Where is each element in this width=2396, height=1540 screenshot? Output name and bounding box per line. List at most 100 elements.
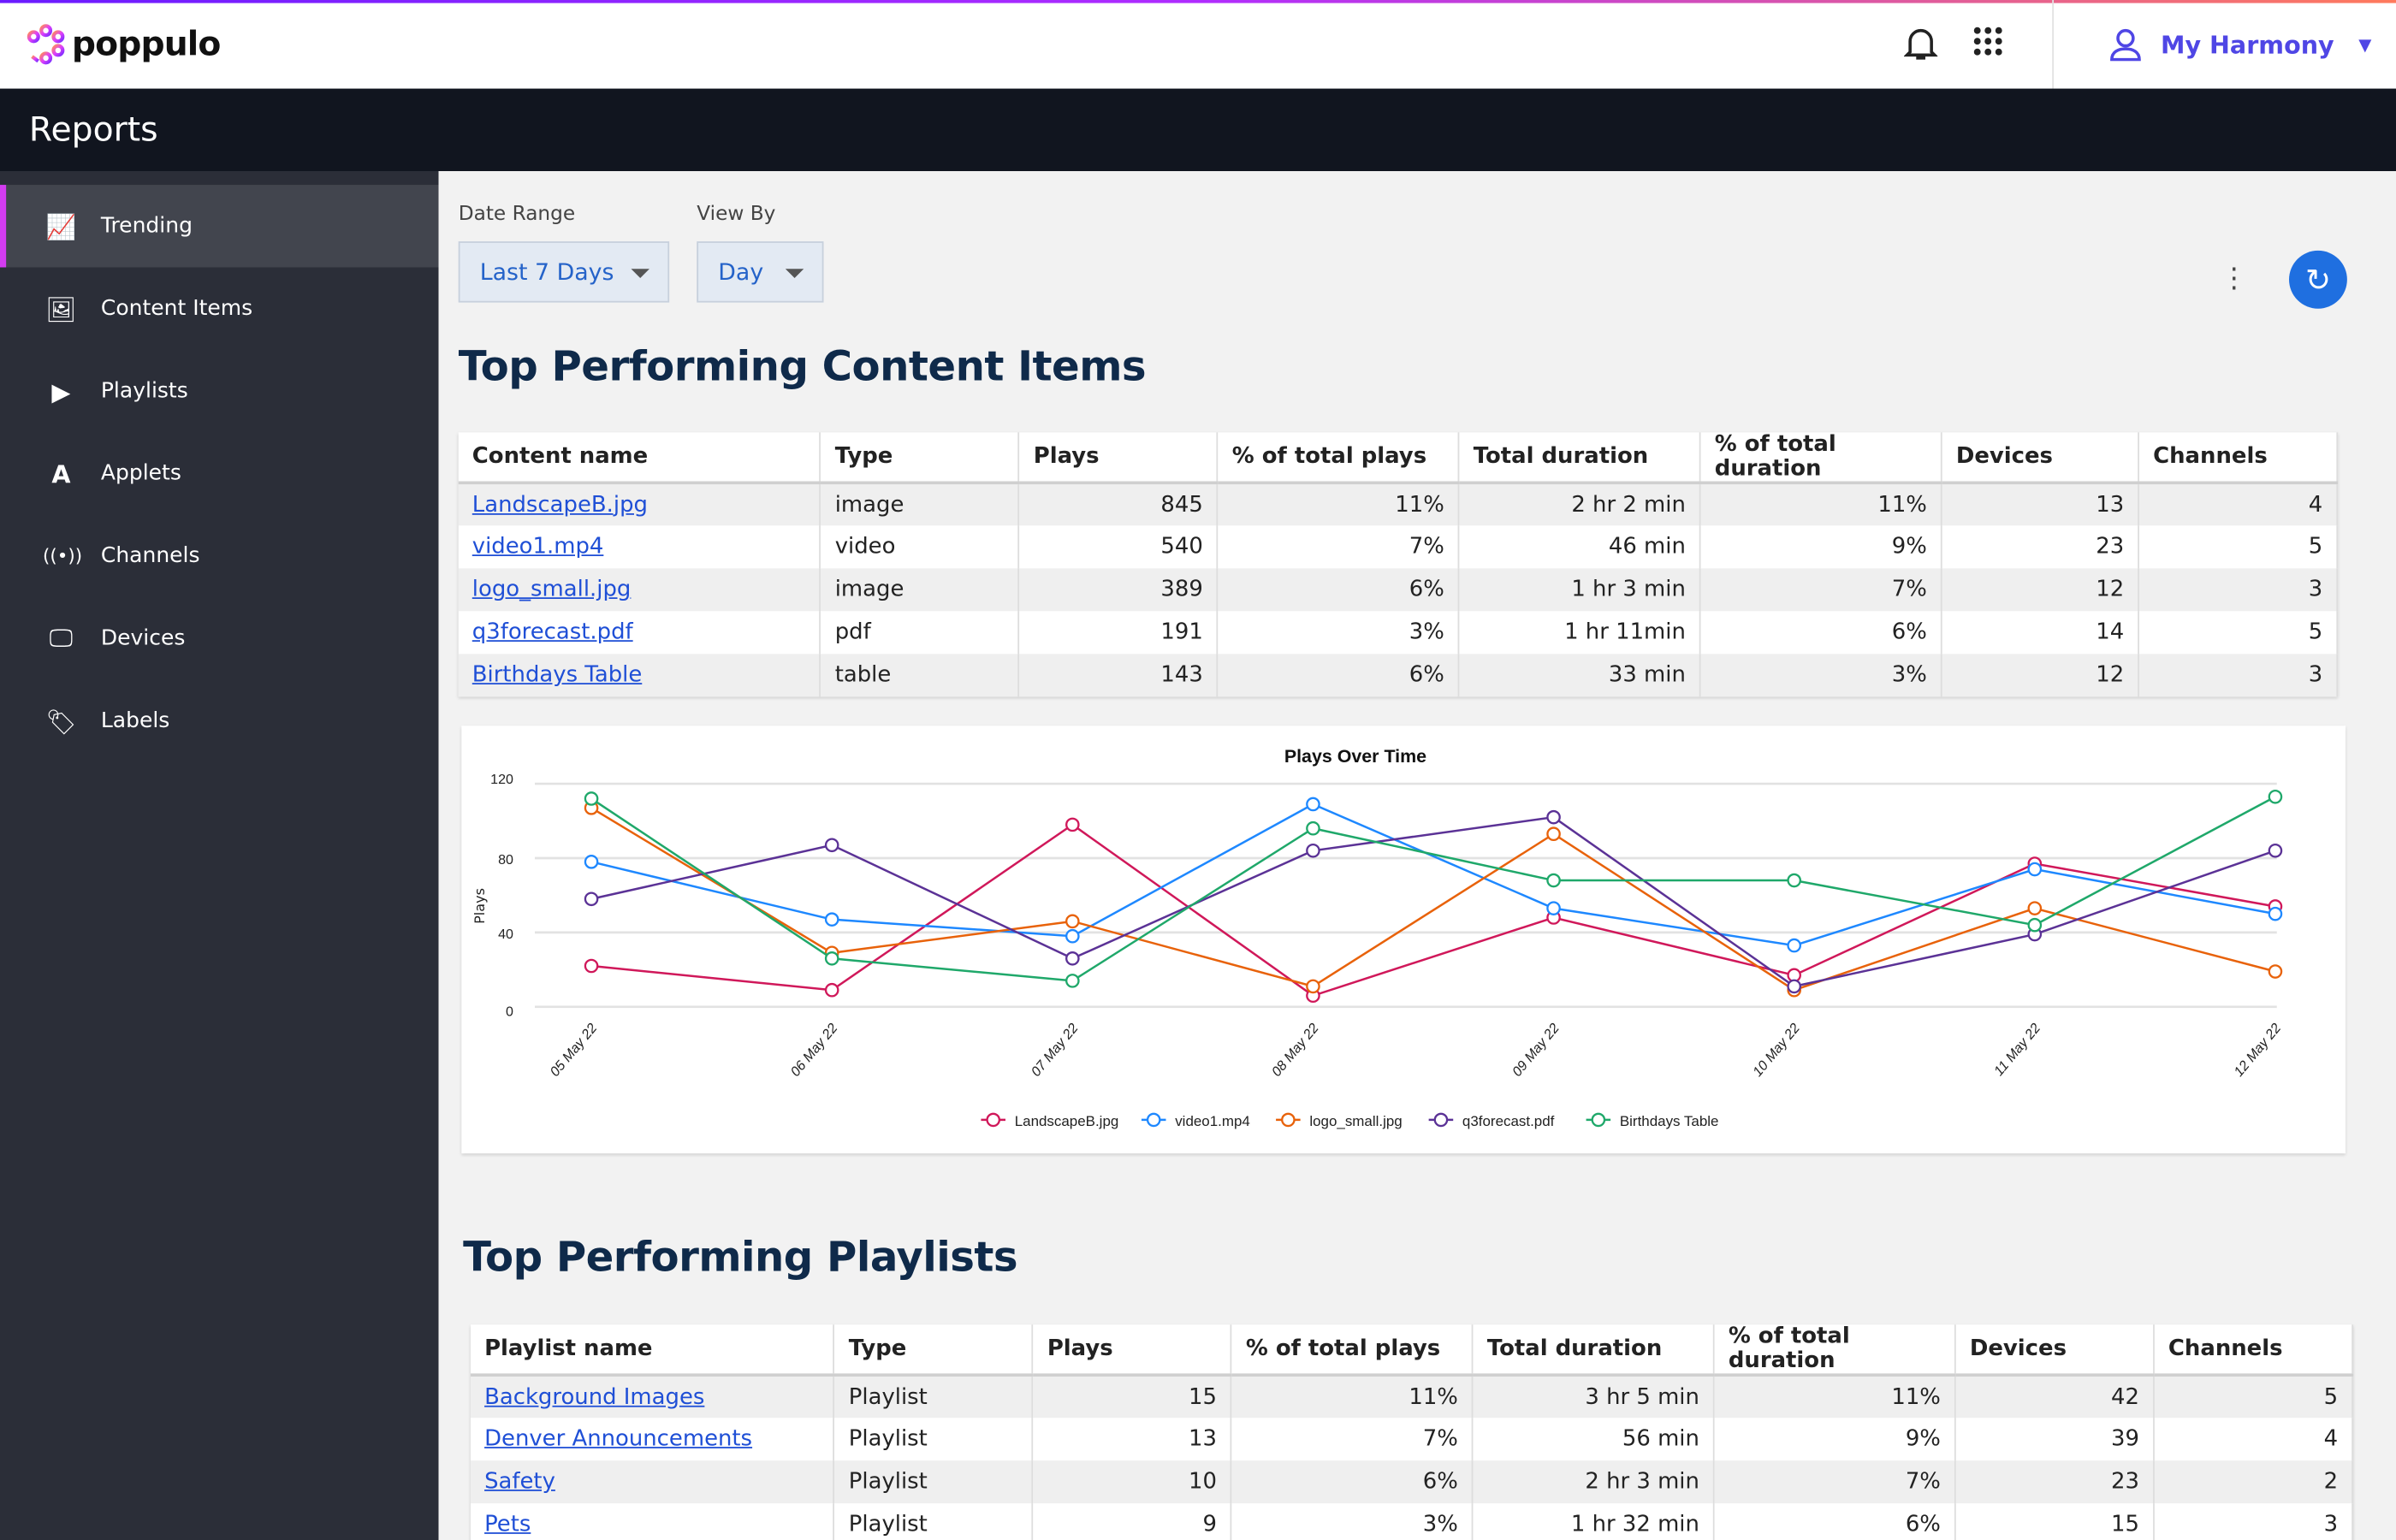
item-link[interactable]: q3forecast.pdf <box>471 620 633 645</box>
poppulo-logo[interactable]: poppulo <box>25 23 221 66</box>
sidebar-item-content-items[interactable]: 🖼 Content Items <box>0 268 439 350</box>
bell-icon[interactable] <box>1903 26 1939 70</box>
data-point <box>824 838 839 853</box>
logo-text: poppulo <box>71 25 221 64</box>
table-cell: 1 hr 32 min <box>1472 1503 1715 1540</box>
table-cell: 3 <box>2138 568 2339 612</box>
table-row: Denver Announcements Playlist 13 7% 56 min 9%… <box>471 1418 2354 1461</box>
table-row: q3forecast.pdf pdf 191 3% 1 hr 11min 6% 14 5 <box>458 611 2339 654</box>
logo-mark-icon <box>27 24 65 65</box>
top-bar: poppulo My Harmony ▼ <box>0 0 2396 89</box>
table-cell: 389 <box>1018 568 1219 612</box>
table-cell: 3 hr 5 min <box>1472 1375 1715 1419</box>
sidebar-item-labels[interactable]: 🏷 Labels <box>0 680 439 762</box>
item-link[interactable]: Background Images <box>484 1384 705 1410</box>
view-by-select[interactable]: Day <box>697 241 824 303</box>
data-point <box>584 855 599 869</box>
broadcast-icon: ((•)) <box>43 545 83 567</box>
date-range-select[interactable]: Last 7 Days <box>458 241 670 303</box>
table-cell: 46 min <box>1458 525 1701 569</box>
sidebar-item-label: Devices <box>100 626 186 651</box>
column-header[interactable]: Channels <box>2138 432 2339 485</box>
column-header[interactable]: % of total duration <box>1699 432 1942 485</box>
accent-stripe <box>0 0 2396 3</box>
series-line <box>590 803 2276 947</box>
item-link[interactable]: Pets <box>484 1512 531 1537</box>
item-link[interactable]: Denver Announcements <box>484 1426 753 1452</box>
trending-icon: 📈 <box>45 211 77 241</box>
data-point <box>1787 979 1801 994</box>
sidebar-item-playlists[interactable]: ▶ Playlists <box>0 350 439 432</box>
table-cell: 9% <box>1713 1418 1956 1461</box>
more-options-icon[interactable]: ⋮ <box>2220 263 2248 295</box>
table-cell: 11% <box>1713 1375 1956 1419</box>
column-header[interactable]: Channels <box>2153 1324 2354 1377</box>
item-link[interactable]: logo_small.jpg <box>471 578 632 602</box>
sidebar-item-applets[interactable]: A Applets <box>0 432 439 514</box>
data-point <box>1306 820 1320 836</box>
column-header[interactable]: Plays <box>1018 432 1219 485</box>
y-tick-label: 0 <box>506 1004 513 1020</box>
table-cell: 13 <box>1941 483 2140 526</box>
table-cell: 7% <box>1231 1418 1474 1461</box>
column-header[interactable]: Total duration <box>1472 1324 1715 1377</box>
table-header-row: Playlist name Type Plays% of total plays To… <box>471 1324 2354 1377</box>
data-point <box>824 951 839 966</box>
sidebar-item-trending[interactable]: 📈 Trending <box>0 185 439 268</box>
data-point <box>2027 862 2043 877</box>
user-menu-label: My Harmony <box>2161 29 2334 59</box>
table-cell: 7% <box>1217 525 1460 569</box>
playlist-section-title: Top Performing Playlists <box>463 1234 1018 1282</box>
column-header[interactable]: Type <box>820 432 1020 485</box>
table-row: Pets Playlist 9 3% 1 hr 32 min 6% 15 3 <box>471 1503 2354 1540</box>
name-cell: video1.mp4 <box>458 525 821 569</box>
name-cell: Pets <box>471 1503 835 1540</box>
table-cell: 3 <box>2138 654 2339 697</box>
table-cell: 5 <box>2153 1375 2354 1419</box>
table-cell: Playlist <box>833 1375 1034 1419</box>
item-link[interactable]: Birthdays Table <box>471 663 643 688</box>
devices-icon: 🖵 <box>49 623 74 653</box>
table-cell: 12 <box>1941 654 2140 697</box>
y-axis-label: Plays <box>471 888 488 924</box>
table-cell: image <box>820 568 1020 612</box>
data-point <box>1065 974 1080 988</box>
column-header[interactable]: Content name <box>458 432 821 485</box>
item-link[interactable]: video1.mp4 <box>471 535 604 560</box>
sidebar-item-label: Trending <box>100 214 193 239</box>
table-cell: 3 <box>2153 1503 2354 1540</box>
refresh-button[interactable]: ↻ <box>2289 250 2347 309</box>
item-link[interactable]: Safety <box>484 1469 555 1495</box>
column-header[interactable]: % of total plays <box>1231 1324 1474 1377</box>
table-cell: 15 <box>1032 1375 1232 1419</box>
data-point <box>1065 914 1080 929</box>
column-header[interactable]: Type <box>833 1324 1034 1377</box>
column-header[interactable]: Total duration <box>1458 432 1701 485</box>
view-by-label: View By <box>697 203 776 227</box>
data-point <box>824 912 839 927</box>
x-tick-label: 07 May 22 <box>1029 1021 1082 1080</box>
data-point <box>1065 951 1080 966</box>
applet-icon: A <box>51 459 71 489</box>
table-cell: 42 <box>1954 1375 2155 1419</box>
column-header[interactable]: Devices <box>1941 432 2140 485</box>
table-cell: table <box>820 654 1020 697</box>
column-header[interactable]: Plays <box>1032 1324 1232 1377</box>
column-header[interactable]: Playlist name <box>471 1324 835 1377</box>
column-header[interactable]: % of total plays <box>1217 432 1460 485</box>
sidebar-item-label: Content Items <box>100 296 253 322</box>
item-link[interactable]: LandscapeB.jpg <box>471 492 648 518</box>
page-title: Reports <box>28 111 158 151</box>
apps-grid-icon[interactable] <box>1972 26 2003 64</box>
table-cell: 3% <box>1217 611 1460 654</box>
column-header[interactable]: Devices <box>1954 1324 2155 1377</box>
x-tick-label: 09 May 22 <box>1509 1021 1563 1080</box>
sidebar-item-devices[interactable]: 🖵 Devices <box>0 597 439 679</box>
series-line <box>590 796 2276 982</box>
date-range-label: Date Range <box>458 203 576 227</box>
table-row: logo_small.jpg image 389 6% 1 hr 3 min 7% 12 3 <box>458 568 2339 612</box>
column-header[interactable]: % of total duration <box>1713 1324 1956 1377</box>
sidebar-item-channels[interactable]: ((•)) Channels <box>0 515 439 597</box>
user-menu[interactable]: My Harmony ▼ <box>2052 0 2396 89</box>
legend-marker <box>1146 1112 1161 1128</box>
